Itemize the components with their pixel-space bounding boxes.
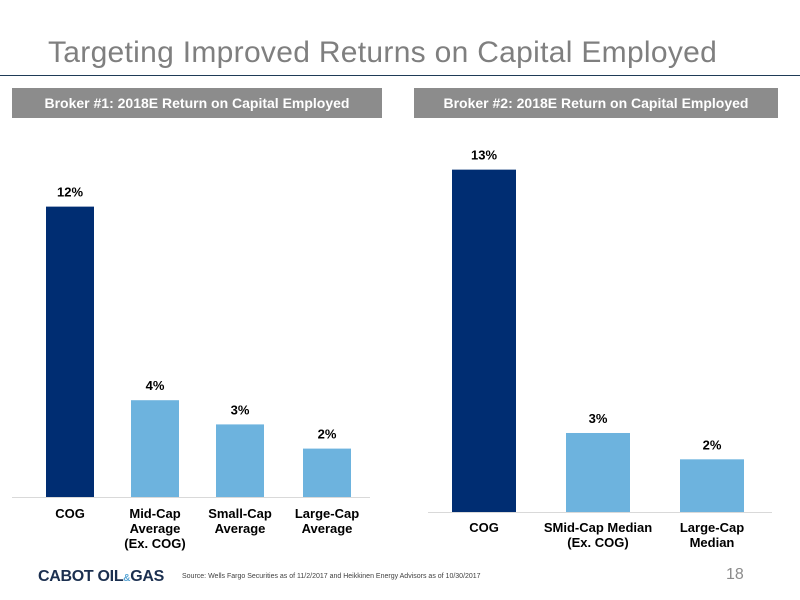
logo-text-main: CABOT OIL [38, 568, 124, 585]
chart1-bar-3 [216, 424, 264, 497]
chart2-data-label-1: 13% [471, 148, 497, 163]
chart2-data-label-3: 2% [703, 437, 722, 452]
chart1-category-label-2: Mid-Cap Average (Ex. COG) [124, 506, 185, 551]
chart2-category-label-3: Large-Cap Median [680, 520, 744, 550]
chart1-data-label-4: 2% [318, 427, 337, 442]
logo-text-end: GAS [130, 568, 164, 585]
chart1-data-label-2: 4% [146, 378, 165, 393]
source-note: Source: Wells Fargo Securities as of 11/… [182, 573, 481, 580]
chart2-title: Broker #2: 2018E Return on Capital Emplo… [414, 88, 778, 118]
chart2-bar-3 [680, 459, 744, 512]
chart1-category-label-1: COG [55, 506, 85, 521]
title-divider [0, 75, 800, 76]
slide-title: Targeting Improved Returns on Capital Em… [48, 36, 718, 69]
chart2-bar-2 [566, 432, 630, 512]
logo-ampersand: & [123, 573, 131, 584]
chart2-category-label-1: COG [469, 520, 499, 535]
company-logo: CABOT OIL&GAS [38, 568, 164, 586]
chart2-category-label-2: SMid-Cap Median (Ex. COG) [544, 520, 652, 550]
chart2-bar-1 [452, 169, 516, 512]
chart1-data-label-1: 12% [57, 185, 83, 200]
chart1-data-label-3: 3% [231, 402, 250, 417]
page-number: 18 [726, 566, 744, 583]
chart2-data-label-2: 3% [589, 411, 608, 426]
chart1-bar-2 [131, 400, 179, 497]
chart1-category-label-4: Large-Cap Average [295, 506, 359, 536]
chart1-category-label-3: Small-Cap Average [208, 506, 272, 536]
chart1-bar-1 [46, 206, 94, 497]
chart1-bar-4 [303, 448, 351, 497]
chart1-title: Broker #1: 2018E Return on Capital Emplo… [12, 88, 382, 118]
